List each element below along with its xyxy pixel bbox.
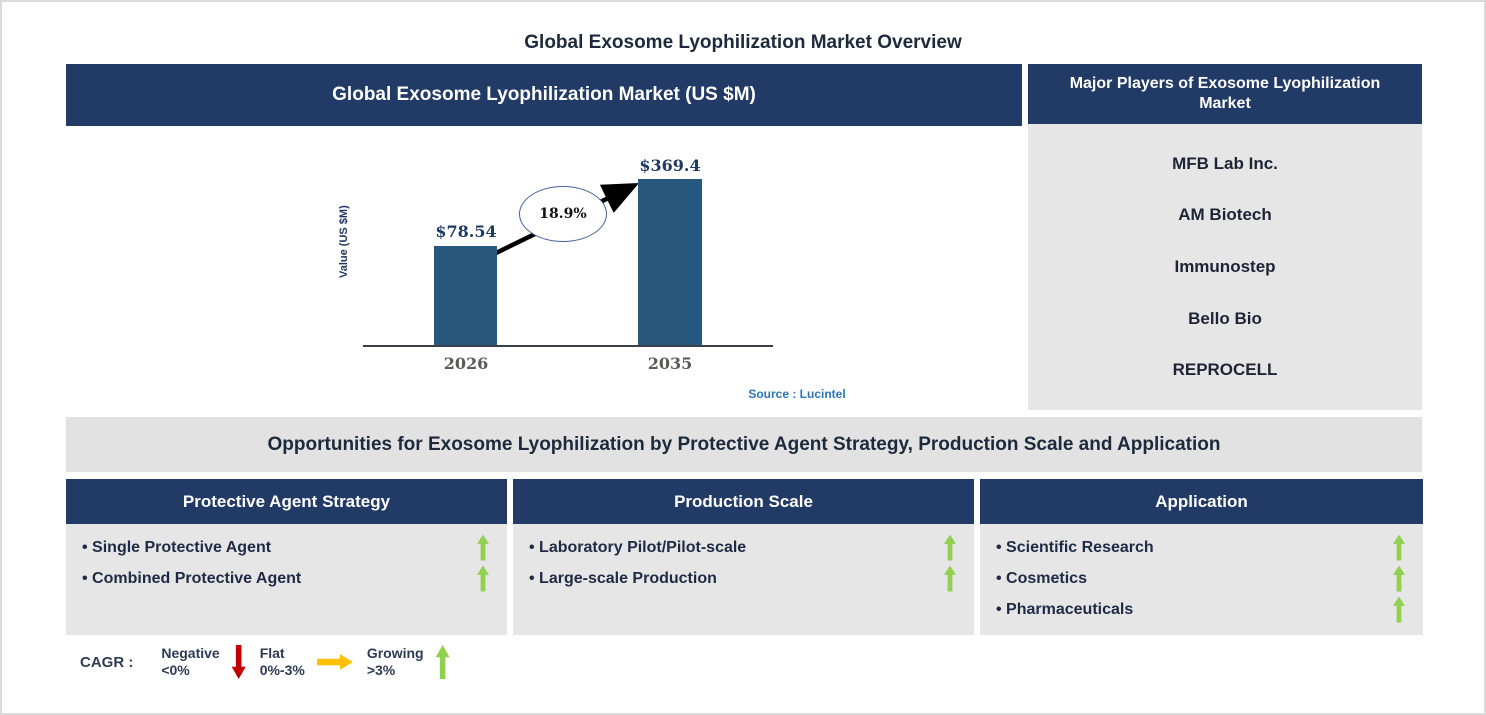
list-item: Scientific Research bbox=[996, 532, 1405, 563]
chart-y-axis-label: Value (US $M) bbox=[338, 205, 350, 279]
item-label: Single Protective Agent bbox=[82, 539, 271, 557]
legend-name: Negative bbox=[161, 644, 220, 661]
x-tick-2026: 2026 bbox=[443, 354, 489, 373]
item-label: Combined Protective Agent bbox=[82, 570, 301, 588]
player-item: MFB Lab Inc. bbox=[1172, 153, 1278, 173]
legend-name: Flat bbox=[259, 644, 285, 661]
item-label: Laboratory Pilot/Pilot-scale bbox=[529, 539, 746, 557]
cagr-callout: 18.9% bbox=[519, 186, 607, 242]
list-item: Laboratory Pilot/Pilot-scale bbox=[529, 532, 956, 563]
legend-entry-flat: Flat 0%-3% bbox=[260, 645, 305, 680]
chart-panel-header: Global Exosome Lyophilization Market (US… bbox=[66, 64, 1022, 126]
list-item: Combined Protective Agent bbox=[82, 563, 489, 594]
column-header: Protective Agent Strategy bbox=[66, 479, 507, 524]
players-panel-header: Major Players of Exosome Lyophilization … bbox=[1028, 64, 1422, 124]
bar-value-2026: $78.54 bbox=[435, 222, 497, 241]
list-item: Cosmetics bbox=[996, 563, 1405, 594]
x-tick-2035: 2035 bbox=[647, 354, 693, 373]
item-label: Large-scale Production bbox=[529, 570, 717, 588]
growing-arrow-icon bbox=[1393, 565, 1405, 592]
column-production-scale: Production Scale Laboratory Pilot/Pilot-… bbox=[513, 479, 974, 635]
growing-arrow-icon bbox=[477, 565, 489, 592]
item-label: Scientific Research bbox=[996, 539, 1154, 557]
cagr-value: 18.9% bbox=[539, 206, 587, 222]
source-attribution: Source : Lucintel bbox=[748, 387, 846, 401]
item-label: Pharmaceuticals bbox=[996, 601, 1133, 619]
flat-arrow-icon bbox=[316, 654, 353, 670]
legend-range: >3% bbox=[366, 662, 396, 678]
growing-arrow-icon bbox=[1393, 534, 1405, 561]
players-list: MFB Lab Inc. AM Biotech Immunostep Bello… bbox=[1028, 124, 1422, 410]
bar-2026 bbox=[434, 246, 497, 346]
legend-entry-growing: Growing >3% bbox=[367, 645, 424, 680]
bar-2035 bbox=[638, 179, 702, 346]
growing-arrow-icon bbox=[1393, 596, 1405, 623]
player-item: Bello Bio bbox=[1188, 308, 1262, 328]
item-label: Cosmetics bbox=[996, 570, 1087, 588]
player-item: AM Biotech bbox=[1178, 205, 1272, 225]
negative-arrow-icon bbox=[231, 645, 246, 679]
growing-arrow-icon bbox=[477, 534, 489, 561]
growing-arrow-icon bbox=[944, 565, 956, 592]
page-title: Global Exosome Lyophilization Market Ove… bbox=[524, 32, 962, 53]
list-item: Large-scale Production bbox=[529, 563, 956, 594]
list-item: Pharmaceuticals bbox=[996, 594, 1405, 625]
legend-title: CAGR : bbox=[80, 653, 134, 671]
legend-range: 0%-3% bbox=[259, 662, 305, 678]
column-body: Single Protective Agent Combined Protect… bbox=[66, 524, 507, 635]
legend-range: <0% bbox=[161, 662, 190, 678]
column-body: Scientific Research Cosmetics Pharmaceut… bbox=[980, 524, 1423, 635]
opportunities-title: Opportunities for Exosome Lyophilization… bbox=[66, 417, 1422, 472]
growing-arrow-icon bbox=[944, 534, 956, 561]
column-header: Production Scale bbox=[513, 479, 974, 524]
growth-arrow bbox=[493, 183, 640, 257]
legend-entry-negative: Negative <0% bbox=[161, 645, 219, 680]
player-item: Immunostep bbox=[1174, 256, 1276, 276]
market-bar-chart: Value (US $M) $78.54 $369.4 2026 2035 18… bbox=[66, 126, 1022, 412]
column-application: Application Scientific Research Cosmetic… bbox=[980, 479, 1423, 635]
player-item: REPROCELL bbox=[1172, 360, 1278, 380]
column-header: Application bbox=[980, 479, 1423, 524]
list-item: Single Protective Agent bbox=[82, 532, 489, 563]
cagr-legend: CAGR : Negative <0% Flat 0%-3% Growing >… bbox=[80, 643, 450, 681]
column-body: Laboratory Pilot/Pilot-scale Large-scale… bbox=[513, 524, 974, 635]
growing-arrow-icon bbox=[435, 645, 450, 679]
legend-name: Growing bbox=[366, 644, 424, 661]
chart-x-axis bbox=[363, 345, 773, 347]
column-protective-agent-strategy: Protective Agent Strategy Single Protect… bbox=[66, 479, 507, 635]
bar-value-2035: $369.4 bbox=[639, 156, 701, 175]
